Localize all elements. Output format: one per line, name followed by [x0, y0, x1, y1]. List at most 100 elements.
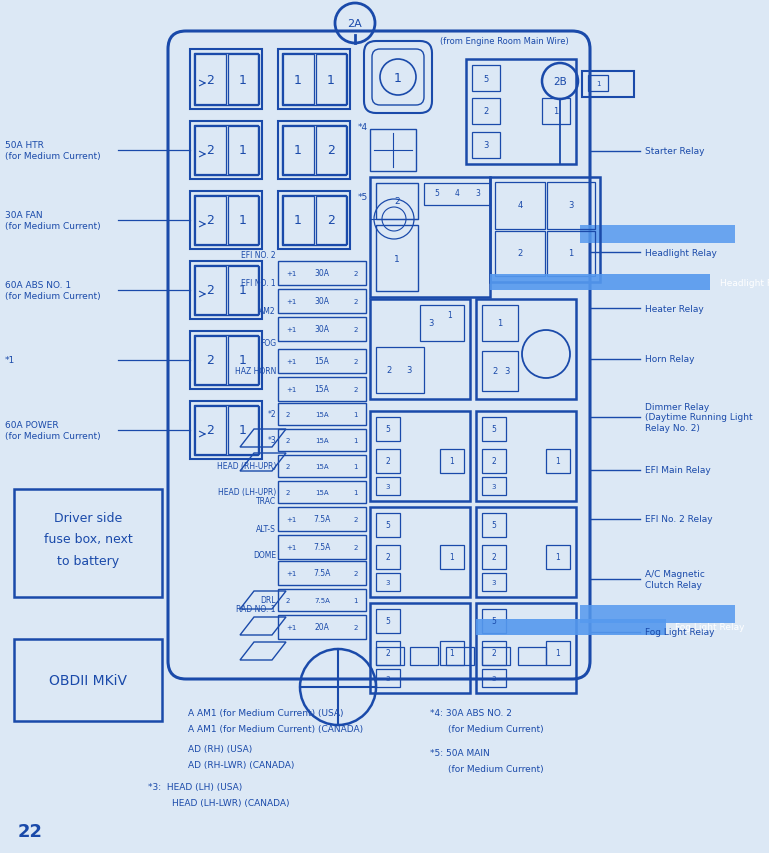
Text: 1: 1	[354, 438, 358, 444]
Bar	[190, 192, 262, 250]
Text: 1: 1	[450, 649, 454, 658]
Bar	[228, 197, 259, 245]
Text: Headlight Relay: Headlight Relay	[645, 248, 717, 258]
Bar	[278, 456, 366, 478]
Bar	[376, 647, 404, 665]
Text: 2: 2	[354, 516, 358, 522]
Text: EFI No. 2 Relay: EFI No. 2 Relay	[645, 515, 713, 524]
Text: 2: 2	[354, 544, 358, 550]
Text: 1: 1	[354, 411, 358, 417]
Text: 2: 2	[206, 144, 214, 157]
Text: 5: 5	[434, 189, 439, 198]
Bar	[476, 619, 666, 635]
Text: 3: 3	[386, 579, 390, 585]
Bar	[190, 332, 262, 390]
Text: 2: 2	[206, 424, 214, 437]
Text: 2: 2	[484, 107, 488, 116]
Bar	[446, 647, 474, 665]
Text: *5: 50A MAIN: *5: 50A MAIN	[430, 749, 490, 757]
Bar	[476, 411, 576, 502]
Bar	[194, 54, 258, 106]
Text: (from Engine Room Main Wire): (from Engine Room Main Wire)	[440, 38, 569, 46]
Text: 15A: 15A	[315, 385, 329, 394]
Text: 15A: 15A	[315, 490, 329, 496]
Text: *2: *2	[268, 410, 276, 419]
Bar	[482, 514, 506, 537]
Text: 3: 3	[386, 676, 390, 682]
Bar	[588, 76, 608, 92]
Text: 5: 5	[385, 617, 391, 626]
Bar	[410, 647, 438, 665]
Bar	[278, 122, 350, 180]
Text: 15A: 15A	[315, 411, 329, 417]
Bar	[278, 317, 366, 341]
Text: 2: 2	[492, 367, 498, 376]
Text: 2B: 2B	[553, 77, 567, 87]
Text: 3: 3	[483, 142, 488, 150]
Bar	[278, 481, 366, 503]
Text: 1: 1	[394, 72, 402, 84]
Text: Fog Light Relay: Fog Light Relay	[645, 628, 714, 636]
Bar	[482, 305, 518, 341]
Text: 3: 3	[491, 579, 496, 585]
Bar	[476, 299, 576, 399]
Text: 1: 1	[239, 284, 247, 297]
Text: 1: 1	[239, 144, 247, 157]
Text: FOG: FOG	[260, 339, 276, 347]
Text: 1: 1	[448, 311, 452, 320]
Bar	[580, 226, 735, 244]
Text: 15A: 15A	[315, 463, 329, 469]
Bar	[370, 299, 470, 399]
Text: 7.5A: 7.5A	[314, 597, 330, 603]
Text: 2: 2	[518, 249, 523, 258]
Text: 1: 1	[554, 107, 558, 116]
Text: 2: 2	[491, 553, 496, 562]
Text: RAD NO. 1: RAD NO. 1	[237, 604, 276, 613]
Bar	[195, 267, 226, 315]
Text: 7.5A: 7.5A	[313, 543, 331, 552]
Text: 1: 1	[450, 553, 454, 562]
Bar	[283, 55, 314, 105]
Text: 60A ABS NO. 1
(for Medium Current): 60A ABS NO. 1 (for Medium Current)	[5, 281, 101, 300]
Text: 2: 2	[354, 299, 358, 305]
Text: A AM1 (for Medium Current) (USA): A AM1 (for Medium Current) (USA)	[188, 709, 344, 717]
Text: +1: +1	[286, 327, 296, 333]
Text: 1: 1	[239, 214, 247, 227]
Bar	[194, 196, 258, 246]
Bar	[278, 192, 350, 250]
Bar	[546, 641, 570, 665]
Bar	[472, 99, 500, 125]
Bar	[228, 55, 259, 105]
Text: 15A: 15A	[315, 438, 329, 444]
Text: 5: 5	[385, 425, 391, 434]
Bar	[490, 177, 600, 282]
Text: 2: 2	[286, 463, 291, 469]
Text: 30A FAN
(for Medium Current): 30A FAN (for Medium Current)	[5, 211, 101, 230]
Bar	[482, 573, 506, 591]
Text: 2A: 2A	[348, 19, 362, 29]
Text: 2: 2	[354, 571, 358, 577]
Bar	[278, 350, 366, 374]
Text: 2: 2	[385, 649, 391, 658]
Text: +1: +1	[286, 516, 296, 522]
Text: 3: 3	[491, 484, 496, 490]
Text: +1: +1	[286, 299, 296, 305]
Bar	[278, 615, 366, 639]
Bar	[376, 226, 418, 292]
Text: *3: *3	[268, 436, 276, 445]
Text: 5: 5	[491, 521, 497, 530]
Text: +1: +1	[286, 624, 296, 630]
Bar	[282, 126, 346, 176]
Bar	[546, 545, 570, 569]
Text: 2: 2	[386, 366, 391, 375]
Bar	[472, 133, 500, 159]
Bar	[440, 450, 464, 473]
Text: 2: 2	[354, 358, 358, 364]
Text: Headlight Relay: Headlight Relay	[720, 278, 769, 287]
Text: +1: +1	[286, 544, 296, 550]
Text: 1: 1	[568, 249, 574, 258]
Text: 50A HTR
(for Medium Current): 50A HTR (for Medium Current)	[5, 141, 101, 160]
Text: (for Medium Current): (for Medium Current)	[448, 725, 544, 734]
Text: Horn Relay: Horn Relay	[645, 355, 694, 364]
Bar	[440, 641, 464, 665]
